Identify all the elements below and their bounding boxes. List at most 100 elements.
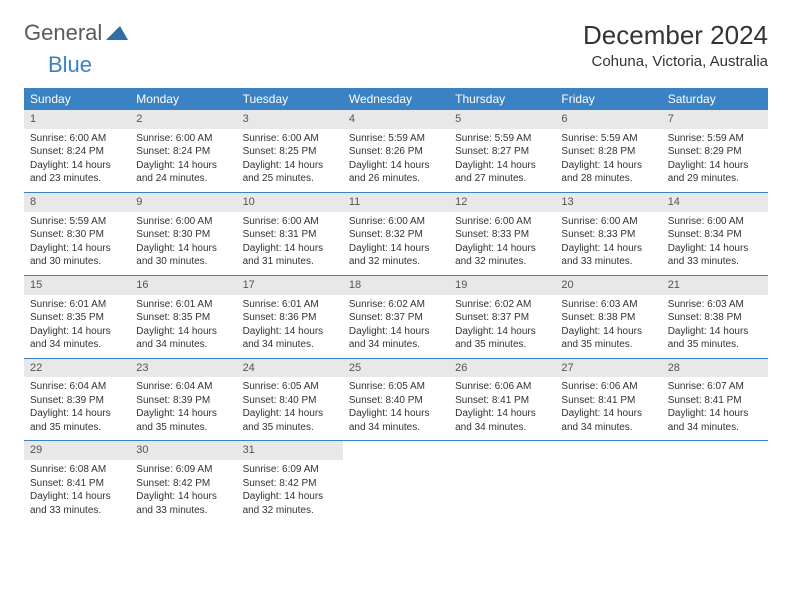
daylight-line: Daylight: 14 hours and 32 minutes. (243, 490, 337, 517)
daylight-line: Daylight: 14 hours and 33 minutes. (136, 490, 230, 517)
logo-text-general: General (24, 20, 102, 46)
day-body: Sunrise: 6:00 AMSunset: 8:24 PMDaylight:… (130, 129, 236, 192)
calendar-cell: 30Sunrise: 6:09 AMSunset: 8:42 PMDayligh… (130, 441, 236, 523)
calendar-body: 1Sunrise: 6:00 AMSunset: 8:24 PMDaylight… (24, 110, 768, 523)
sunset-line: Sunset: 8:40 PM (243, 394, 337, 408)
sunrise-line: Sunrise: 6:08 AM (30, 463, 124, 477)
day-body: Sunrise: 6:05 AMSunset: 8:40 PMDaylight:… (237, 377, 343, 440)
daylight-line: Daylight: 14 hours and 30 minutes. (136, 242, 230, 269)
daylight-line: Daylight: 14 hours and 32 minutes. (455, 242, 549, 269)
day-body: Sunrise: 6:04 AMSunset: 8:39 PMDaylight:… (130, 377, 236, 440)
calendar-cell: 3Sunrise: 6:00 AMSunset: 8:25 PMDaylight… (237, 110, 343, 192)
calendar-cell: 7Sunrise: 5:59 AMSunset: 8:29 PMDaylight… (662, 110, 768, 192)
day-body: Sunrise: 6:01 AMSunset: 8:35 PMDaylight:… (24, 295, 130, 358)
day-body: Sunrise: 6:01 AMSunset: 8:36 PMDaylight:… (237, 295, 343, 358)
sunset-line: Sunset: 8:39 PM (30, 394, 124, 408)
daylight-line: Daylight: 14 hours and 33 minutes. (668, 242, 762, 269)
day-body: Sunrise: 6:00 AMSunset: 8:34 PMDaylight:… (662, 212, 768, 275)
calendar-cell: 6Sunrise: 5:59 AMSunset: 8:28 PMDaylight… (555, 110, 661, 192)
sunset-line: Sunset: 8:39 PM (136, 394, 230, 408)
sunrise-line: Sunrise: 6:04 AM (136, 380, 230, 394)
day-body: Sunrise: 6:00 AMSunset: 8:31 PMDaylight:… (237, 212, 343, 275)
day-body: Sunrise: 6:00 AMSunset: 8:33 PMDaylight:… (449, 212, 555, 275)
day-number: 2 (130, 110, 236, 129)
sunset-line: Sunset: 8:38 PM (668, 311, 762, 325)
weekday-header: Saturday (662, 88, 768, 110)
sunset-line: Sunset: 8:34 PM (668, 228, 762, 242)
calendar-cell: 23Sunrise: 6:04 AMSunset: 8:39 PMDayligh… (130, 358, 236, 441)
day-number: 10 (237, 193, 343, 212)
sunrise-line: Sunrise: 6:06 AM (455, 380, 549, 394)
day-number: 21 (662, 276, 768, 295)
day-body: Sunrise: 6:00 AMSunset: 8:32 PMDaylight:… (343, 212, 449, 275)
daylight-line: Daylight: 14 hours and 32 minutes. (349, 242, 443, 269)
day-number: 30 (130, 441, 236, 460)
sunset-line: Sunset: 8:36 PM (243, 311, 337, 325)
sunset-line: Sunset: 8:37 PM (349, 311, 443, 325)
sunrise-line: Sunrise: 6:03 AM (668, 298, 762, 312)
sunrise-line: Sunrise: 6:00 AM (136, 132, 230, 146)
weekday-header: Wednesday (343, 88, 449, 110)
daylight-line: Daylight: 14 hours and 25 minutes. (243, 159, 337, 186)
calendar-cell: 22Sunrise: 6:04 AMSunset: 8:39 PMDayligh… (24, 358, 130, 441)
sunrise-line: Sunrise: 6:07 AM (668, 380, 762, 394)
daylight-line: Daylight: 14 hours and 34 minutes. (136, 325, 230, 352)
daylight-line: Daylight: 14 hours and 23 minutes. (30, 159, 124, 186)
calendar-cell: 5Sunrise: 5:59 AMSunset: 8:27 PMDaylight… (449, 110, 555, 192)
day-body: Sunrise: 6:04 AMSunset: 8:39 PMDaylight:… (24, 377, 130, 440)
calendar-cell: 25Sunrise: 6:05 AMSunset: 8:40 PMDayligh… (343, 358, 449, 441)
day-number: 16 (130, 276, 236, 295)
calendar-cell: 17Sunrise: 6:01 AMSunset: 8:36 PMDayligh… (237, 275, 343, 358)
sunrise-line: Sunrise: 6:09 AM (243, 463, 337, 477)
sunset-line: Sunset: 8:31 PM (243, 228, 337, 242)
sunset-line: Sunset: 8:33 PM (561, 228, 655, 242)
month-title: December 2024 (583, 20, 768, 51)
daylight-line: Daylight: 14 hours and 33 minutes. (30, 490, 124, 517)
daylight-line: Daylight: 14 hours and 35 minutes. (136, 407, 230, 434)
day-number: 26 (449, 359, 555, 378)
daylight-line: Daylight: 14 hours and 33 minutes. (561, 242, 655, 269)
sunrise-line: Sunrise: 6:06 AM (561, 380, 655, 394)
logo: General (24, 20, 130, 46)
day-body: Sunrise: 6:00 AMSunset: 8:25 PMDaylight:… (237, 129, 343, 192)
daylight-line: Daylight: 14 hours and 35 minutes. (455, 325, 549, 352)
sunrise-line: Sunrise: 6:09 AM (136, 463, 230, 477)
calendar-cell: 13Sunrise: 6:00 AMSunset: 8:33 PMDayligh… (555, 192, 661, 275)
sunrise-line: Sunrise: 6:00 AM (561, 215, 655, 229)
calendar-cell: 29Sunrise: 6:08 AMSunset: 8:41 PMDayligh… (24, 441, 130, 523)
calendar-cell: 31Sunrise: 6:09 AMSunset: 8:42 PMDayligh… (237, 441, 343, 523)
daylight-line: Daylight: 14 hours and 31 minutes. (243, 242, 337, 269)
day-body: Sunrise: 5:59 AMSunset: 8:30 PMDaylight:… (24, 212, 130, 275)
day-body: Sunrise: 5:59 AMSunset: 8:26 PMDaylight:… (343, 129, 449, 192)
daylight-line: Daylight: 14 hours and 34 minutes. (30, 325, 124, 352)
sunrise-line: Sunrise: 6:00 AM (243, 132, 337, 146)
sunset-line: Sunset: 8:40 PM (349, 394, 443, 408)
weekday-header: Friday (555, 88, 661, 110)
sunrise-line: Sunrise: 6:01 AM (30, 298, 124, 312)
day-number: 20 (555, 276, 661, 295)
day-number: 22 (24, 359, 130, 378)
weekday-header: Tuesday (237, 88, 343, 110)
day-body: Sunrise: 6:08 AMSunset: 8:41 PMDaylight:… (24, 460, 130, 523)
day-body: Sunrise: 6:06 AMSunset: 8:41 PMDaylight:… (449, 377, 555, 440)
location-text: Cohuna, Victoria, Australia (583, 53, 768, 70)
sunrise-line: Sunrise: 6:00 AM (30, 132, 124, 146)
day-number: 14 (662, 193, 768, 212)
calendar-cell: 28Sunrise: 6:07 AMSunset: 8:41 PMDayligh… (662, 358, 768, 441)
day-number: 6 (555, 110, 661, 129)
day-body: Sunrise: 6:02 AMSunset: 8:37 PMDaylight:… (343, 295, 449, 358)
day-number: 7 (662, 110, 768, 129)
calendar-cell: 27Sunrise: 6:06 AMSunset: 8:41 PMDayligh… (555, 358, 661, 441)
daylight-line: Daylight: 14 hours and 34 minutes. (561, 407, 655, 434)
daylight-line: Daylight: 14 hours and 34 minutes. (455, 407, 549, 434)
sunrise-line: Sunrise: 5:59 AM (455, 132, 549, 146)
sunrise-line: Sunrise: 6:01 AM (243, 298, 337, 312)
daylight-line: Daylight: 14 hours and 27 minutes. (455, 159, 549, 186)
sunset-line: Sunset: 8:24 PM (30, 145, 124, 159)
day-body: Sunrise: 6:09 AMSunset: 8:42 PMDaylight:… (237, 460, 343, 523)
sunset-line: Sunset: 8:30 PM (136, 228, 230, 242)
day-number: 23 (130, 359, 236, 378)
daylight-line: Daylight: 14 hours and 35 minutes. (30, 407, 124, 434)
sunrise-line: Sunrise: 5:59 AM (30, 215, 124, 229)
sunset-line: Sunset: 8:42 PM (243, 477, 337, 491)
